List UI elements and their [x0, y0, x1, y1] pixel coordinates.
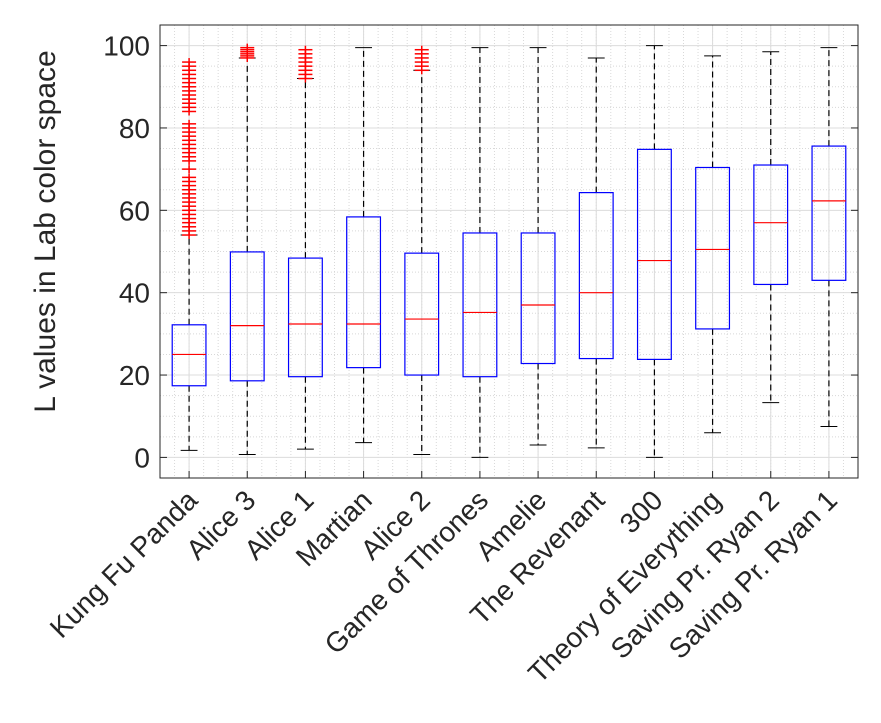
- y-tick-label: 40: [119, 278, 150, 309]
- box-10: [695, 55, 731, 434]
- box-iqr: [753, 164, 789, 286]
- box-11: [753, 51, 789, 404]
- box-iqr: [578, 192, 614, 360]
- box-12: [811, 47, 847, 428]
- box-iqr: [636, 148, 672, 360]
- box-3: [287, 45, 323, 450]
- y-tick-label: 0: [134, 442, 150, 473]
- box-iqr: [462, 232, 498, 378]
- axes-box: [159, 24, 859, 479]
- y-tick-label: 100: [103, 31, 150, 62]
- box-iqr: [287, 257, 323, 378]
- box-iqr: [346, 216, 382, 369]
- box-iqr: [811, 145, 847, 281]
- y-tick-label: 20: [119, 360, 150, 391]
- box-1: [171, 58, 207, 451]
- box-4: [346, 47, 382, 444]
- box-5: [404, 45, 440, 456]
- box-iqr: [171, 324, 207, 387]
- y-axis-label: L values in Lab color space: [29, 50, 62, 412]
- y-tick-label: 80: [119, 113, 150, 144]
- box-iqr: [520, 232, 556, 365]
- box-2: [229, 43, 265, 456]
- box-8: [578, 57, 614, 449]
- box-9: [636, 45, 672, 458]
- box-iqr: [229, 251, 265, 382]
- x-tick-label: Kung Fu Panda: [44, 484, 204, 644]
- box-6: [462, 47, 498, 458]
- y-tick-label: 60: [119, 195, 150, 226]
- box-iqr: [404, 252, 440, 376]
- box-iqr: [695, 166, 731, 330]
- box-7: [520, 47, 556, 446]
